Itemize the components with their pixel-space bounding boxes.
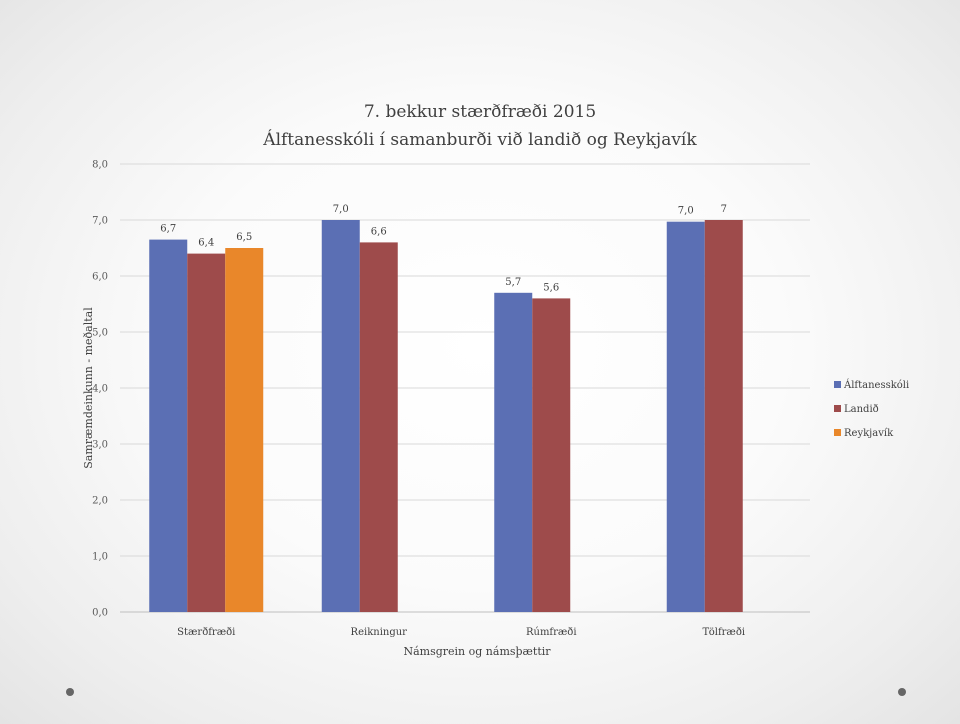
x-category-label: Reikningur	[351, 627, 408, 638]
data-label: 5,7	[505, 277, 521, 288]
y-tick-label: 1,0	[92, 552, 108, 563]
y-tick-label: 4,0	[92, 384, 108, 395]
data-label: 5,6	[543, 282, 559, 293]
legend-swatch	[834, 405, 841, 412]
y-axis-title: Samræmdeinkunn - meðaltal	[82, 307, 95, 469]
y-tick-label: 3,0	[92, 440, 108, 451]
bar--lftanessk-li-2	[321, 220, 360, 612]
bar-landi--2	[359, 242, 398, 612]
legend-label: Álftanesskóli	[843, 379, 909, 391]
data-label: 6,5	[236, 232, 252, 243]
data-label: 7	[721, 204, 727, 215]
data-label: 6,4	[198, 238, 214, 249]
y-tick-label: 5,0	[92, 328, 108, 339]
x-category-label: Rúmfræði	[526, 627, 577, 638]
x-category-label: Tölfræði	[702, 627, 745, 638]
bar-reykjav-k-1	[225, 248, 264, 612]
legend-swatch	[834, 429, 841, 436]
x-category-label: Stærðfræði	[177, 627, 235, 638]
x-axis-title: Námsgrein og námsþættir	[403, 645, 551, 658]
slide-dot-right	[898, 688, 906, 696]
data-label: 6,6	[371, 226, 387, 237]
legend-label: Reykjavík	[844, 428, 894, 439]
y-tick-label: 6,0	[92, 272, 108, 283]
data-label: 7,0	[333, 204, 349, 215]
legend-swatch	[834, 381, 841, 388]
y-tick-label: 0,0	[92, 608, 108, 619]
data-label: 6,7	[160, 224, 176, 235]
chart-title-line-2: Álftanesskóli í samanburði við landið og…	[262, 129, 697, 150]
bar-landi--4	[704, 220, 743, 612]
legend-label: Landið	[844, 404, 879, 415]
y-tick-label: 2,0	[92, 496, 108, 507]
data-label: 7,0	[678, 206, 694, 217]
y-tick-label: 7,0	[92, 216, 108, 227]
bar--lftanessk-li-1	[149, 239, 188, 612]
bar-landi--1	[187, 253, 226, 612]
chart-title-line-1: 7. bekkur stærðfræði 2015	[364, 102, 596, 122]
y-tick-label: 8,0	[92, 160, 108, 171]
bar--lftanessk-li-3	[494, 292, 533, 612]
bar-landi--3	[532, 298, 571, 612]
bar--lftanessk-li-4	[666, 221, 705, 612]
slide-dot-left	[66, 688, 74, 696]
